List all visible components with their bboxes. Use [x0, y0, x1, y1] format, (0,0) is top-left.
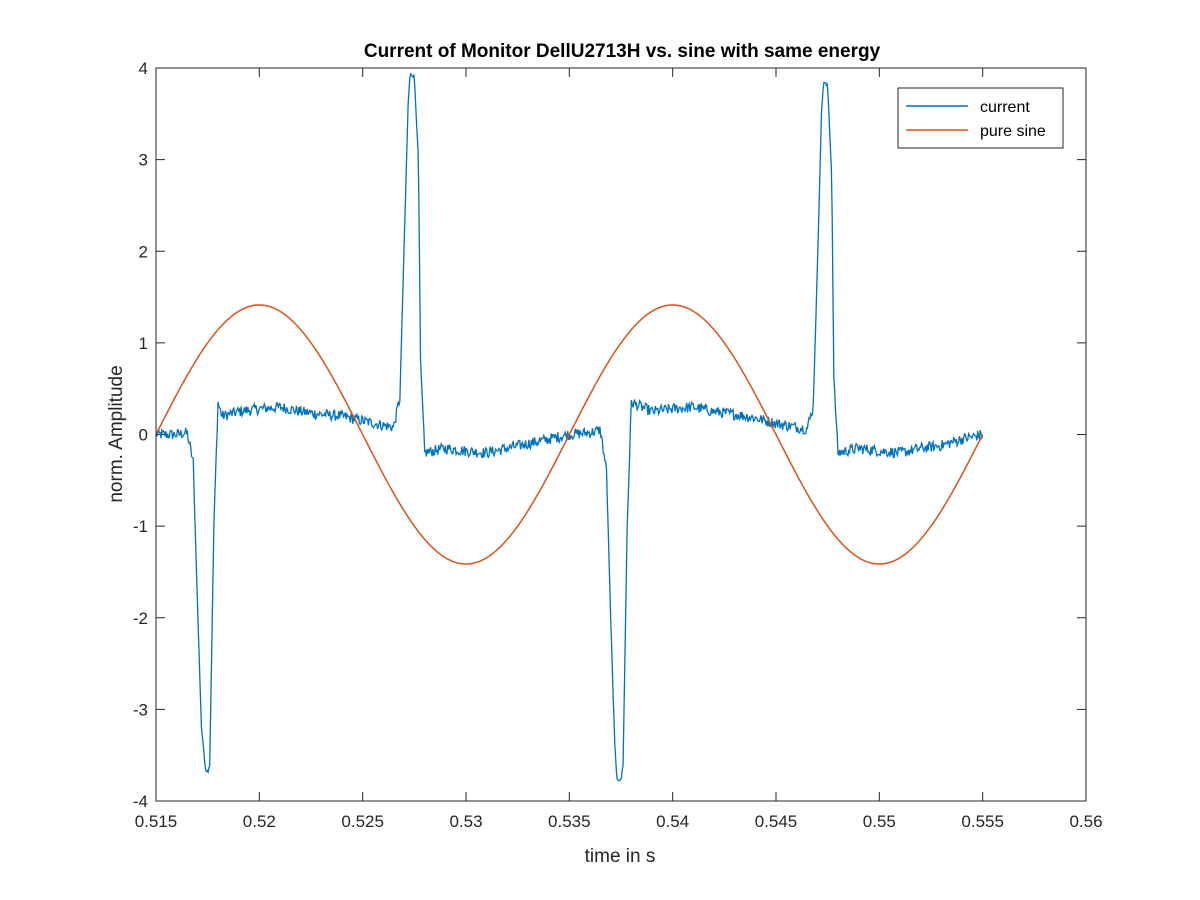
series-line-pure-sine	[155, 304, 984, 565]
y-tick-label: 0	[139, 426, 148, 445]
x-tick-label: 0.54	[656, 812, 689, 831]
plot-frame	[155, 67, 1087, 802]
x-tick-label: 0.53	[449, 812, 482, 831]
legend-label-current: current	[980, 99, 1030, 116]
x-tick-label: 0.525	[341, 812, 384, 831]
legend-label-pure-sine: pure sine	[980, 123, 1046, 140]
y-tick-label: -1	[133, 517, 148, 536]
x-tick-label: 0.52	[243, 812, 276, 831]
x-tick-label: 0.535	[548, 812, 591, 831]
legend-box	[897, 87, 1064, 149]
x-tick-label: 0.545	[755, 812, 798, 831]
y-tick-label: 4	[139, 59, 148, 78]
y-tick-label: 3	[139, 151, 148, 170]
legend: current pure sine	[897, 87, 1064, 149]
plot-area	[156, 68, 1086, 801]
x-axis-label: time in s	[585, 846, 656, 867]
x-axis-ticks: 0.515 0.52 0.525 0.53 0.535 0.54 0.545 0.55 0.55…	[135, 68, 1103, 831]
y-tick-label: -3	[133, 700, 148, 719]
y-tick-label: -2	[133, 609, 148, 628]
x-tick-label: 0.515	[135, 812, 178, 831]
series-layer	[155, 72, 984, 782]
x-tick-label: 0.55	[863, 812, 896, 831]
x-tick-label: 0.56	[1069, 812, 1102, 831]
y-tick-label: 1	[139, 334, 148, 353]
chart-title: Current of Monitor DellU2713H vs. sine w…	[364, 41, 881, 62]
y-axis-label: norm. Amplitude	[106, 365, 127, 502]
y-tick-label: 2	[139, 242, 148, 261]
y-tick-label: -4	[133, 792, 148, 811]
x-tick-label: 0.555	[961, 812, 1004, 831]
